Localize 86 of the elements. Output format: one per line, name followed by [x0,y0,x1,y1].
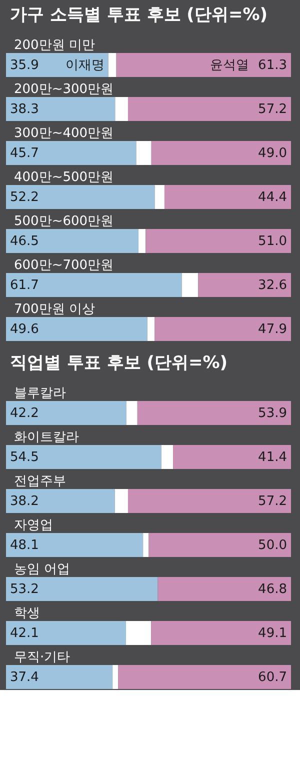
bar [147,317,154,341]
y-tick-label: 500만~600만원 [14,214,114,229]
bar [6,621,126,645]
bar [6,229,139,253]
y-tick-label: 400만~500만원 [14,170,114,185]
bar [128,489,291,513]
y-tick-label: 전업주부 [14,474,66,489]
data-label: 50.0 [258,538,287,553]
data-label: 53.9 [258,406,287,421]
bar [116,53,291,77]
data-label: 57.2 [258,494,287,509]
data-label: 54.5 [10,450,39,465]
bar [126,621,152,645]
bar [137,401,291,425]
series-label: 이재명 [65,58,104,73]
data-label: 49.1 [258,626,287,641]
data-label: 38.2 [10,494,39,509]
chart-title: 직업별 투표 후보 (단위=%) [10,353,228,373]
y-tick-label: 200만~300만원 [14,82,114,97]
bar [6,401,126,425]
data-label: 49.0 [258,146,287,161]
bar [164,185,291,209]
data-label: 38.3 [10,102,39,117]
y-tick-label: 블루칼라 [14,386,66,401]
data-label: 46.5 [10,234,39,249]
series-label: 윤석열 [210,58,249,73]
y-tick-label: 300만~400만원 [14,126,114,141]
bar [161,445,174,469]
bar [126,401,138,425]
y-tick-label: 700만원 이상 [14,302,95,317]
bar [151,621,291,645]
bar [6,577,158,601]
bar [6,489,115,513]
y-tick-label: 학생 [14,606,40,621]
bar [146,229,291,253]
data-label: 51.0 [258,234,287,249]
bar [6,533,144,557]
data-label: 61.3 [258,58,287,73]
bar [128,97,291,121]
bar [6,185,155,209]
bar [6,141,136,165]
bar [182,273,198,297]
bar [6,273,182,297]
data-label: 45.7 [10,146,39,161]
bar [173,445,291,469]
data-label: 32.6 [258,278,287,293]
bar [114,489,128,513]
data-label: 42.1 [10,626,39,641]
y-tick-label: 200만원 미만 [14,38,95,53]
bar [198,273,291,297]
data-label: 47.9 [258,322,287,337]
y-tick-label: 농임 어업 [14,562,70,577]
chart-title: 가구 소득별 투표 후보 (단위=%) [10,5,268,25]
data-label: 44.4 [258,190,287,205]
bar [108,53,116,77]
y-tick-label: 무직·기타 [14,650,70,665]
bar [151,141,291,165]
bar [118,665,291,689]
bar [154,317,291,341]
data-label: 37.4 [10,670,39,685]
data-label: 61.7 [10,278,39,293]
bar [148,533,291,557]
y-tick-label: 자영업 [14,518,53,533]
data-label: 35.9 [10,58,39,73]
bar [115,97,128,121]
data-label: 52.2 [10,190,39,205]
data-label: 49.6 [10,322,39,337]
bar [6,317,148,341]
bar [6,665,113,689]
bar [143,533,148,557]
bar [6,97,116,121]
data-label: 57.2 [258,102,287,117]
data-label: 60.7 [258,670,287,685]
data-label: 46.8 [258,582,287,597]
bar [6,445,162,469]
y-tick-label: 600만~700만원 [14,258,114,273]
data-label: 41.4 [258,450,287,465]
bar [158,577,291,601]
data-label: 53.2 [10,582,39,597]
bar [154,185,164,209]
bar [136,141,152,165]
bar [138,229,146,253]
y-tick-label: 화이트칼라 [14,430,79,445]
bar [112,665,118,689]
data-label: 48.1 [10,538,39,553]
data-label: 42.2 [10,406,39,421]
